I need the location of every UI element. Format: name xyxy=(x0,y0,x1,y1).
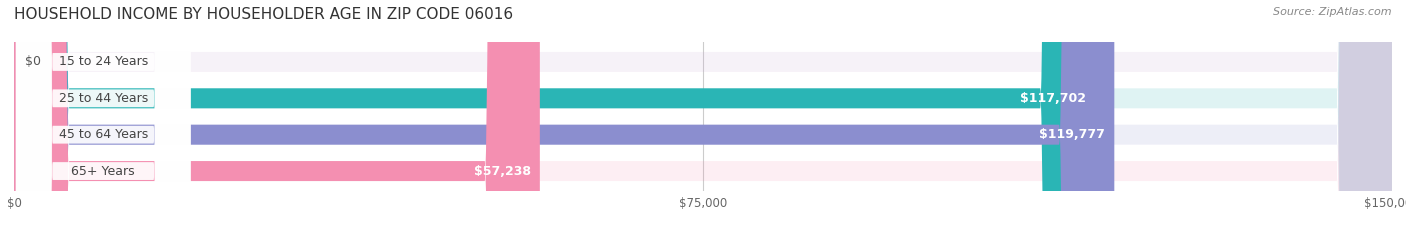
Text: $117,702: $117,702 xyxy=(1021,92,1085,105)
Text: $57,238: $57,238 xyxy=(474,164,530,178)
Text: 45 to 64 Years: 45 to 64 Years xyxy=(59,128,148,141)
FancyBboxPatch shape xyxy=(14,0,1115,233)
Text: 65+ Years: 65+ Years xyxy=(72,164,135,178)
Text: 25 to 44 Years: 25 to 44 Years xyxy=(59,92,148,105)
Text: $119,777: $119,777 xyxy=(1039,128,1105,141)
Text: HOUSEHOLD INCOME BY HOUSEHOLDER AGE IN ZIP CODE 06016: HOUSEHOLD INCOME BY HOUSEHOLDER AGE IN Z… xyxy=(14,7,513,22)
FancyBboxPatch shape xyxy=(15,0,190,233)
Text: 15 to 24 Years: 15 to 24 Years xyxy=(59,55,148,69)
Text: Source: ZipAtlas.com: Source: ZipAtlas.com xyxy=(1274,7,1392,17)
FancyBboxPatch shape xyxy=(14,0,1392,233)
FancyBboxPatch shape xyxy=(15,0,190,233)
FancyBboxPatch shape xyxy=(14,0,1392,233)
FancyBboxPatch shape xyxy=(14,0,1392,233)
FancyBboxPatch shape xyxy=(14,0,1392,233)
FancyBboxPatch shape xyxy=(15,0,190,233)
Text: $0: $0 xyxy=(25,55,41,69)
FancyBboxPatch shape xyxy=(15,0,190,233)
FancyBboxPatch shape xyxy=(14,0,1095,233)
FancyBboxPatch shape xyxy=(14,0,540,233)
